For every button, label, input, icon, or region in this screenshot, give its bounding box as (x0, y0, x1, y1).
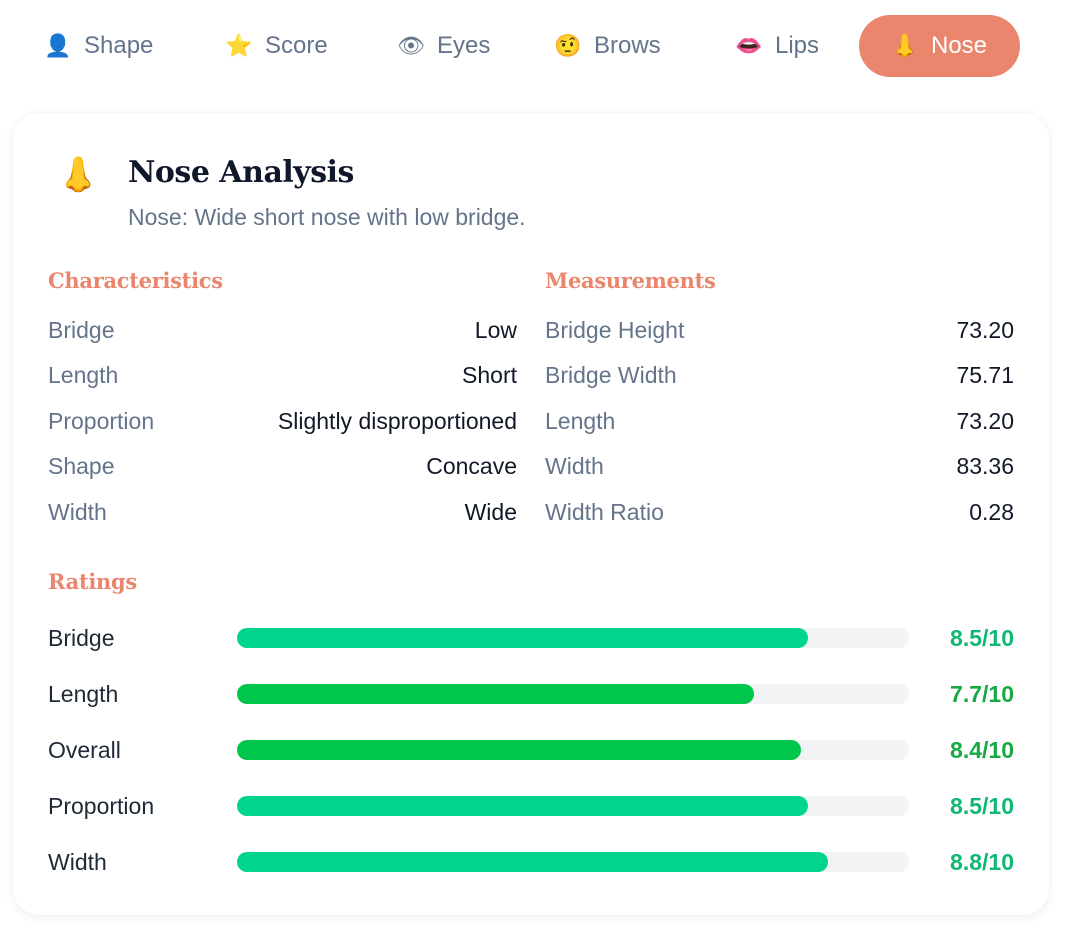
tab-brows[interactable]: 🤨 Brows (554, 15, 661, 77)
rating-row: Bridge 8.5/10 (48, 618, 1014, 658)
row-key: Bridge (48, 316, 115, 343)
rating-fill (237, 684, 755, 704)
rating-label: Bridge (48, 624, 115, 651)
tab-lips[interactable]: 👄 Lips (735, 15, 819, 77)
tab-label: Lips (775, 32, 820, 59)
rating-value: 8.5/10 (950, 624, 1014, 651)
rating-fill (237, 740, 802, 760)
row-key: Length (48, 361, 119, 388)
tab-bar: 👤 Shape ⭐ Score 👁 Eyes 🤨 Brows 👄 Lips 👃 … (0, 0, 1065, 100)
tab-label: Score (265, 32, 328, 59)
raised-brow-face-icon: 🤨 (554, 33, 582, 58)
rating-value: 8.5/10 (950, 792, 1014, 819)
row-key: Width Ratio (545, 498, 664, 525)
row-key: Width (545, 452, 604, 479)
row-value: 83.36 (956, 452, 1014, 479)
characteristic-row: Length Short (48, 360, 517, 390)
row-value: Slightly disproportioned (277, 407, 517, 434)
row-value: 73.20 (956, 407, 1014, 434)
rating-track (237, 684, 909, 704)
nose-icon: 👃 (57, 156, 100, 194)
rating-track (237, 628, 909, 648)
row-value: Low (474, 316, 517, 343)
rating-label: Width (48, 848, 107, 875)
tab-eyes[interactable]: 👁 Eyes (397, 15, 490, 77)
rating-label: Overall (48, 736, 121, 763)
person-icon: 👤 (44, 33, 72, 58)
rating-track (237, 740, 909, 760)
ratings-heading: Ratings (48, 569, 137, 594)
measurement-row: Bridge Width 75.71 (545, 360, 1014, 390)
nose-icon: 👃 (891, 33, 919, 58)
row-value: Wide (464, 498, 517, 525)
row-value: Short (462, 361, 517, 388)
tab-label: Brows (594, 32, 661, 59)
characteristic-row: Width Wide (48, 497, 517, 527)
tab-nose[interactable]: 👃 Nose (859, 15, 1020, 77)
measurement-row: Bridge Height 73.20 (545, 315, 1014, 345)
row-key: Length (545, 407, 616, 434)
measurements-heading: Measurements (545, 268, 716, 293)
characteristic-row: Shape Concave (48, 451, 517, 481)
rating-fill (237, 796, 809, 816)
rating-track (237, 852, 909, 872)
row-key: Bridge Height (545, 316, 685, 343)
rating-fill (237, 628, 809, 648)
tab-label: Nose (931, 32, 988, 59)
tab-label: Shape (84, 32, 154, 59)
row-key: Proportion (48, 407, 155, 434)
nose-analysis-card: 👃 Nose Analysis Nose: Wide short nose wi… (13, 113, 1049, 915)
row-value: 73.20 (956, 316, 1014, 343)
measurement-row: Length 73.20 (545, 406, 1014, 436)
rating-label: Proportion (48, 792, 155, 819)
row-key: Width (48, 498, 107, 525)
tab-score[interactable]: ⭐ Score (225, 15, 328, 77)
row-key: Bridge Width (545, 361, 677, 388)
rating-track (237, 796, 909, 816)
tab-label: Eyes (437, 32, 491, 59)
rating-row: Length 7.7/10 (48, 674, 1014, 714)
rating-row: Width 8.8/10 (48, 842, 1014, 882)
rating-value: 8.4/10 (950, 736, 1014, 763)
lips-icon: 👄 (735, 33, 763, 58)
card-title: Nose Analysis (128, 155, 354, 190)
rating-label: Length (48, 680, 119, 707)
rating-row: Proportion 8.5/10 (48, 786, 1014, 826)
row-value: 75.71 (956, 361, 1014, 388)
row-value: Concave (426, 452, 517, 479)
rating-row: Overall 8.4/10 (48, 730, 1014, 770)
row-key: Shape (48, 452, 115, 479)
measurement-row: Width Ratio 0.28 (545, 497, 1014, 527)
star-icon: ⭐ (225, 33, 253, 58)
eye-icon: 👁 (397, 33, 425, 58)
card-subtitle: Nose: Wide short nose with low bridge. (128, 204, 526, 230)
row-value: 0.28 (969, 498, 1014, 525)
rating-fill (237, 852, 829, 872)
characteristic-row: Proportion Slightly disproportioned (48, 406, 517, 436)
characteristics-heading: Characteristics (48, 268, 223, 293)
characteristic-row: Bridge Low (48, 315, 517, 345)
tab-shape[interactable]: 👤 Shape (44, 15, 153, 77)
rating-value: 8.8/10 (950, 848, 1014, 875)
measurement-row: Width 83.36 (545, 451, 1014, 481)
rating-value: 7.7/10 (950, 680, 1014, 707)
